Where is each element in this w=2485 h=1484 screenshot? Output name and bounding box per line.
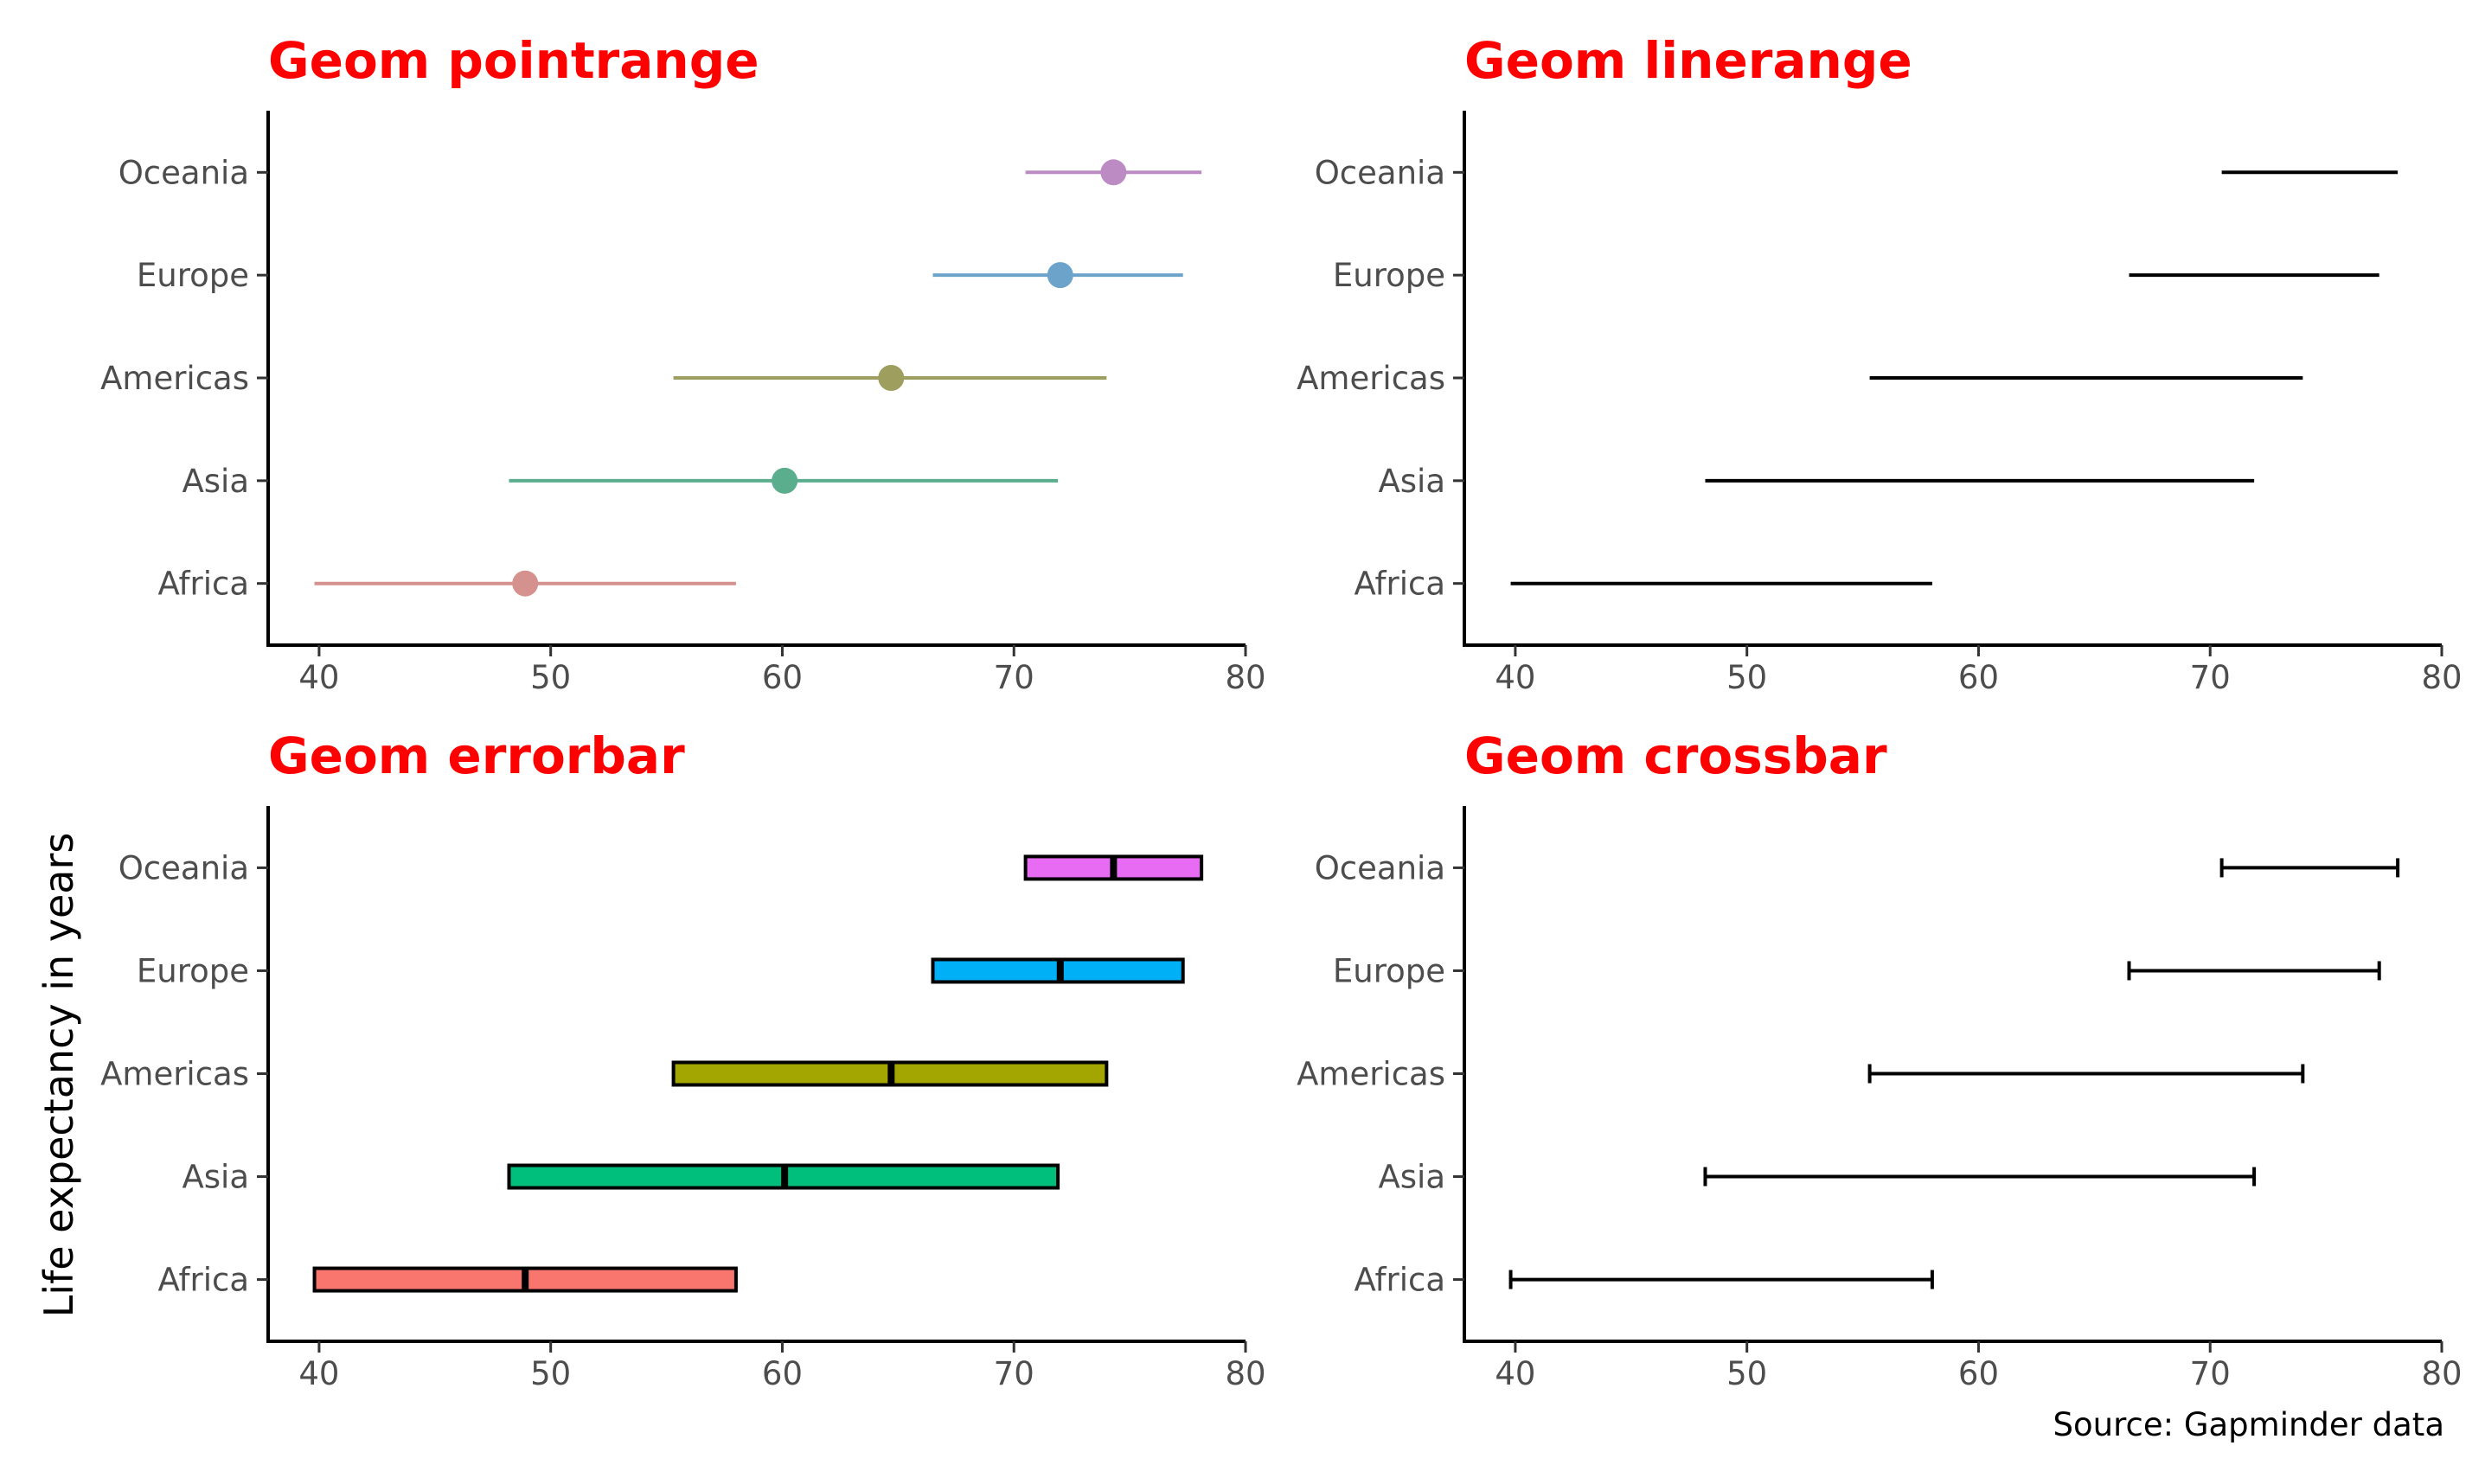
y-tick-label: Oceania [118, 849, 249, 886]
y-tick-label: Asia [1378, 1159, 1445, 1196]
y-tick-label: Africa [157, 1262, 249, 1299]
x-tick-label: 50 [1726, 659, 1767, 696]
panel-title: Geom linerange [1464, 31, 1912, 90]
mean-point [512, 570, 539, 597]
x-tick-label: 40 [1495, 1355, 1535, 1392]
y-tick-label: Americas [1297, 360, 1445, 397]
x-tick-label: 70 [994, 1355, 1034, 1392]
y-tick-label: Oceania [1315, 154, 1445, 191]
y-tick-label: Asia [182, 463, 249, 500]
chart-panel: Geom crossbar 40 50 60 70 80 Africa Asia America… [1297, 726, 2462, 1392]
chart-panel: Geom linerange 40 50 60 70 80 Africa Asia Americ… [1297, 31, 2462, 696]
x-tick-label: 70 [2190, 659, 2231, 696]
y-axis-title: Life expectancy in years [35, 833, 82, 1318]
x-tick-label: 50 [530, 659, 571, 696]
x-tick-label: 40 [298, 659, 339, 696]
x-tick-label: 80 [1225, 659, 1265, 696]
y-tick-label: Europe [137, 952, 249, 989]
x-tick-label: 70 [2190, 1355, 2231, 1392]
y-tick-label: Asia [1378, 463, 1445, 500]
x-tick-label: 60 [762, 659, 803, 696]
y-tick-label: Europe [137, 257, 249, 294]
mean-point [772, 467, 798, 494]
x-tick-label: 40 [1495, 659, 1535, 696]
y-tick-label: Oceania [118, 154, 249, 191]
mean-point [878, 365, 905, 391]
x-tick-label: 60 [1958, 1355, 1999, 1392]
x-tick-label: 80 [1225, 1355, 1265, 1392]
x-tick-label: 60 [1958, 659, 1999, 696]
mean-point [1047, 262, 1073, 289]
y-tick-label: Europe [1333, 257, 1445, 294]
y-tick-label: Asia [182, 1159, 249, 1196]
y-tick-label: Americas [100, 360, 249, 397]
chart-panel: Geom pointrange 40 50 60 70 80 Africa Asia Ameri… [100, 31, 1265, 696]
y-tick-label: Americas [1297, 1056, 1445, 1093]
y-tick-label: Americas [100, 1056, 249, 1093]
x-tick-label: 60 [762, 1355, 803, 1392]
x-tick-label: 70 [994, 659, 1034, 696]
panel-title: Geom errorbar [268, 726, 685, 785]
y-tick-label: Africa [157, 566, 249, 603]
x-tick-label: 40 [298, 1355, 339, 1392]
panel-title: Geom crossbar [1464, 726, 1887, 785]
x-tick-label: 50 [530, 1355, 571, 1392]
y-tick-label: Africa [1354, 566, 1445, 603]
y-tick-label: Africa [1354, 1262, 1445, 1299]
x-tick-label: 80 [2421, 1355, 2462, 1392]
mean-point [1100, 159, 1127, 186]
y-tick-label: Europe [1333, 952, 1445, 989]
x-tick-label: 80 [2421, 659, 2462, 696]
x-tick-label: 50 [1726, 1355, 1767, 1392]
chart-panels: Geom pointrange 40 50 60 70 80 Africa Asia Ameri… [100, 31, 2462, 1392]
y-tick-label: Oceania [1315, 849, 1445, 886]
caption: Source: Gapminder data [2053, 1406, 2444, 1443]
chart-panel: Geom errorbar 40 50 60 70 80 Africa Asia America… [100, 726, 1265, 1392]
panel-title: Geom pointrange [268, 31, 759, 90]
